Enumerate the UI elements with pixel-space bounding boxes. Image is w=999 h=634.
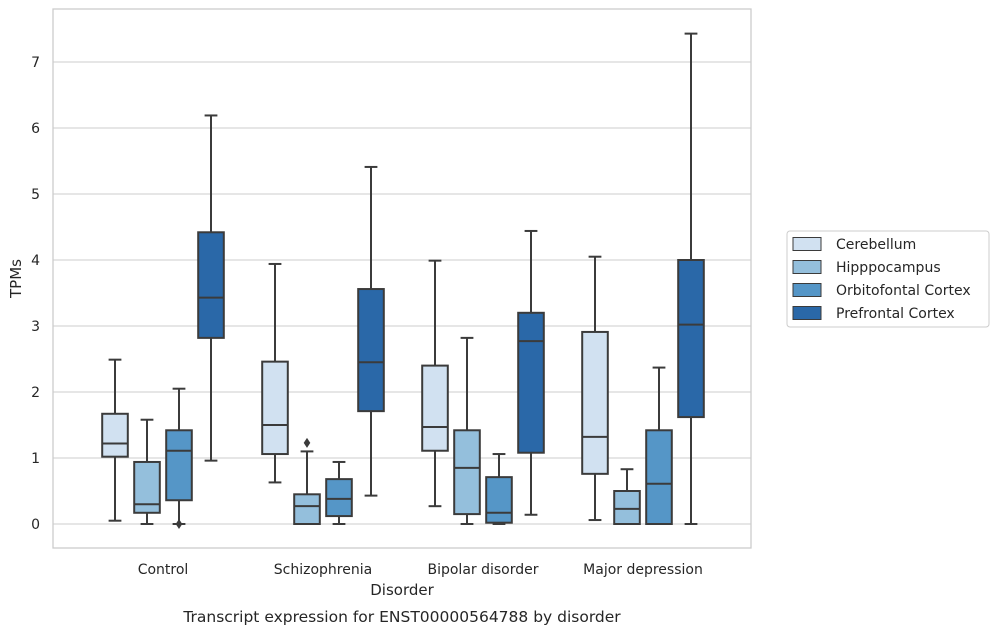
y-tick-label: 1: [31, 451, 40, 467]
box: [101, 412, 129, 458]
box-plot: [645, 366, 673, 525]
y-tick-label: 5: [31, 187, 40, 203]
box: [517, 311, 545, 454]
x-tick-label: Schizophrenia: [274, 562, 372, 578]
box: [645, 429, 673, 525]
x-axis-label: Disorder: [370, 581, 434, 599]
legend-swatch: [792, 306, 822, 320]
box: [165, 429, 193, 502]
box-plot: [517, 229, 545, 516]
box: [421, 364, 449, 452]
x-tick-label: Bipolar disorder: [427, 562, 538, 578]
box: [357, 288, 385, 413]
box-plot: [165, 387, 193, 529]
box: [261, 360, 289, 456]
outlier-marker: [303, 437, 311, 448]
box-plot: [421, 259, 449, 508]
box: [325, 478, 353, 518]
box-plot: [357, 165, 385, 497]
x-tick-label: Control: [138, 562, 189, 578]
x-axis-ticks: Control Schizophrenia Bipolar disorder Majo…: [138, 562, 703, 578]
box-plot: [325, 460, 353, 525]
box: [677, 259, 705, 419]
y-tick-label: 4: [31, 253, 40, 269]
box: [293, 493, 321, 525]
box-plot: [197, 114, 225, 462]
y-tick-label: 7: [31, 55, 40, 71]
box-plot: [133, 418, 161, 525]
legend-label: Prefrontal Cortex: [836, 306, 955, 322]
figure-caption: Transcript expression for ENST0000056478…: [182, 608, 621, 626]
box-plot: [101, 358, 129, 522]
box-plot: [613, 468, 641, 525]
x-tick-label: Major depression: [583, 562, 703, 578]
box-plots: [101, 32, 705, 529]
plot-frame: [52, 8, 752, 549]
legend-frame: [786, 230, 990, 328]
y-tick-label: 0: [31, 517, 40, 533]
legend: Cerebellum Hipppocampus Orbitofontal Corte…: [786, 230, 990, 328]
box-plot: [677, 32, 705, 525]
legend-swatch: [792, 237, 822, 251]
outlier-marker: [175, 519, 183, 529]
y-axis-ticks: 0 1 2 3 4 5 6 7: [31, 55, 40, 533]
y-axis-label: TPMs: [7, 259, 25, 299]
box: [453, 429, 481, 516]
box-plot: [261, 262, 289, 484]
box-plot: [485, 453, 513, 525]
box: [613, 490, 641, 525]
box: [485, 476, 513, 524]
box-plot: [293, 437, 321, 525]
y-tick-label: 3: [31, 319, 40, 335]
legend-swatch: [792, 283, 822, 297]
legend-label: Orbitofontal Cortex: [836, 283, 971, 299]
box: [581, 330, 609, 475]
legend-swatch: [792, 260, 822, 274]
box: [197, 231, 225, 339]
y-tick-label: 2: [31, 385, 40, 401]
box-plot: [453, 336, 481, 525]
y-tick-label: 6: [31, 121, 40, 137]
box-plot: [581, 255, 609, 522]
legend-label: Hipppocampus: [836, 260, 941, 276]
legend-label: Cerebellum: [836, 237, 916, 253]
